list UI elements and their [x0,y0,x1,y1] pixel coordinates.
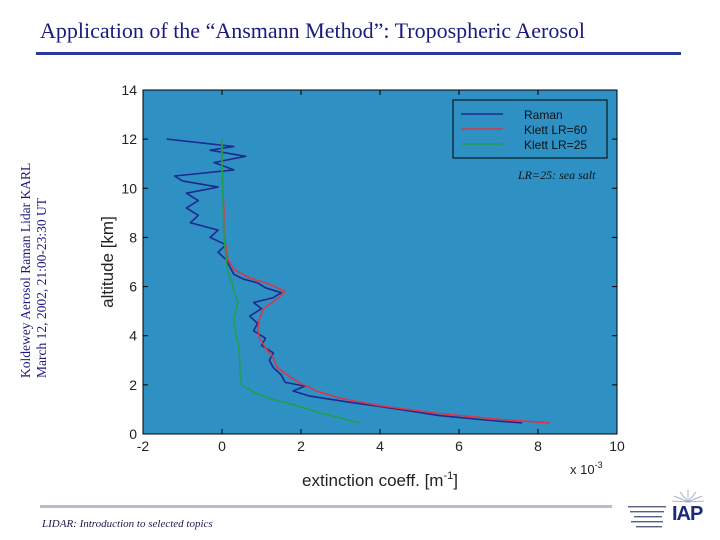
logo-text: IAP [672,503,703,525]
chart-annotation: LR=25: sea salt [518,168,596,182]
x-tick-label: 4 [376,438,384,454]
y-tick-label: 2 [129,377,137,393]
y-tick-label: 0 [129,426,137,442]
x-axis-label-text: extinction coeff. [m [302,471,443,490]
series-line-raman [166,138,523,424]
x-exponent-base: x 10 [570,462,595,477]
y-tick-label: 4 [129,328,137,344]
slide-title: Application of the “Ansmann Method”: Tro… [40,18,586,43]
x-axis-label: extinction coeff. [m-1] [302,470,458,490]
x-tick-label: 6 [455,438,463,454]
title-underline [36,52,681,55]
x-tick-label: -2 [137,438,150,454]
y-axis-label: altitude [km] [98,216,117,308]
legend-label: Klett LR=25 [524,138,587,152]
y-tick-label: 12 [121,131,137,147]
x-tick-label: 8 [534,438,542,454]
x-axis-label-sup: -1 [443,470,453,482]
x-tick-label: 0 [218,438,226,454]
x-exponent-sup: -3 [595,460,603,470]
series-line-klett-lr-25 [221,139,361,424]
x-axis-exponent: x 10-3 [570,460,603,477]
x-axis-label-end: ] [453,471,458,490]
y-tick-label: 6 [129,279,137,295]
y-tick-label: 10 [121,180,137,196]
footer-text: LIDAR: Introduction to selected topics [42,518,213,530]
iap-logo-icon [628,490,705,528]
y-tick-label: 8 [129,229,137,245]
series-layer [166,138,550,424]
x-tick-label: 2 [297,438,305,454]
legend-label: Raman [524,108,563,122]
y-tick-label: 14 [121,82,137,98]
x-tick-label: 10 [609,438,625,454]
legend-label: Klett LR=60 [524,123,587,137]
footer-rule [40,505,612,508]
